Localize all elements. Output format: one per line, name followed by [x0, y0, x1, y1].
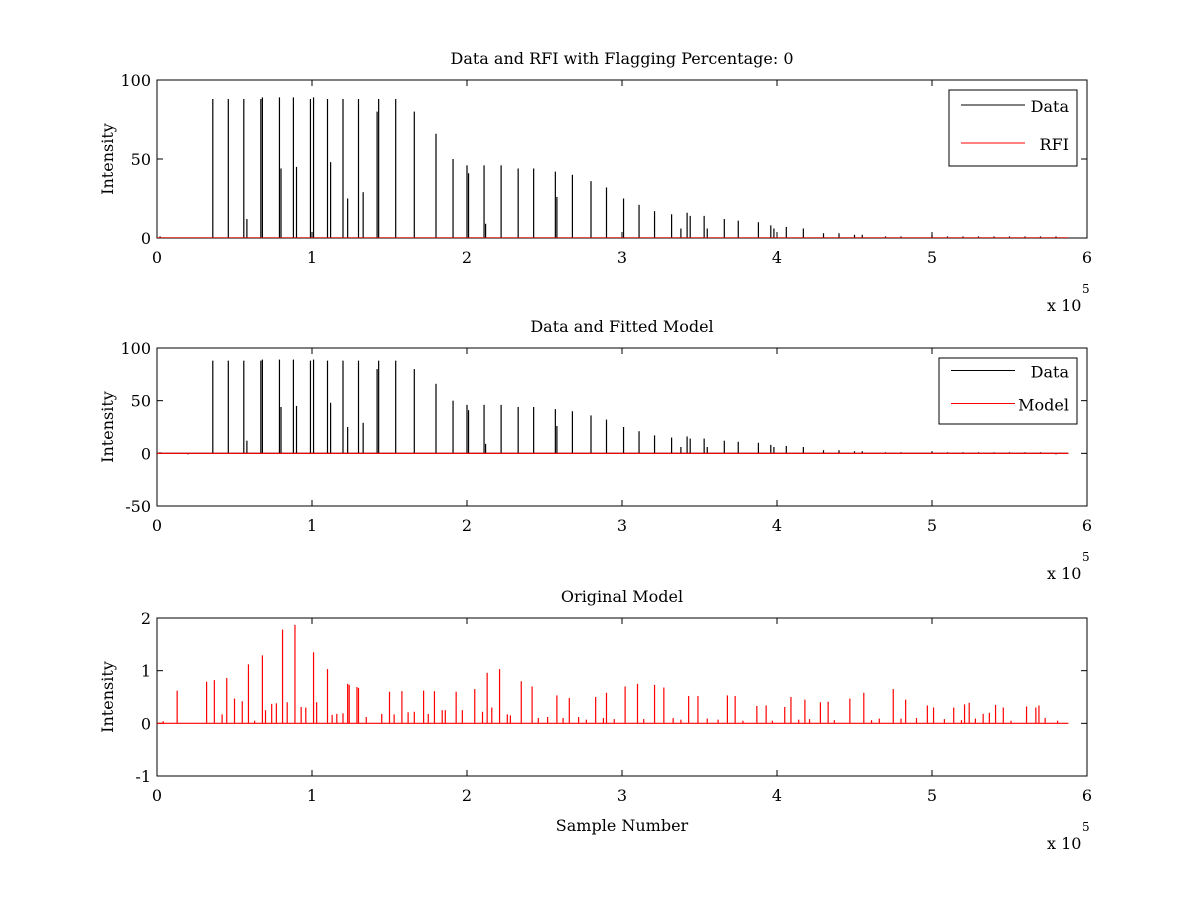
y-tick-label: -1: [135, 767, 151, 786]
x-multiplier-exponent: 5: [1082, 282, 1090, 296]
series-data: [159, 359, 1057, 455]
legend-label: RFI: [1040, 135, 1069, 154]
y-tick-label: 100: [120, 71, 151, 90]
x-tick-label: 2: [462, 786, 472, 805]
plot-area: [157, 359, 1069, 455]
legend: Data Model: [938, 357, 1078, 425]
series-data: [159, 97, 1057, 238]
axes-box: [156, 347, 1088, 507]
x-axis-label: Sample Number: [556, 816, 689, 835]
x-tick-label: 5: [927, 786, 937, 805]
subplot-title: Data and RFI with Flagging Percentage: 0: [450, 49, 793, 68]
x-tick-label: 3: [617, 786, 627, 805]
legend-box: [948, 89, 1078, 167]
x-multiplier: x 10: [1047, 834, 1081, 853]
x-tick-label: 3: [617, 516, 627, 535]
y-tick-label: -50: [125, 497, 151, 516]
x-tick-label: 4: [772, 248, 782, 267]
legend-label: Model: [1018, 396, 1069, 415]
x-tick-label: 6: [1082, 248, 1092, 267]
x-multiplier-exponent: 5: [1082, 550, 1090, 564]
x-multiplier: x 10: [1047, 564, 1081, 583]
subplot-title: Data and Fitted Model: [530, 317, 713, 336]
x-tick-label: 5: [927, 516, 937, 535]
y-tick-label: 0: [141, 444, 151, 463]
x-tick-label: 3: [617, 248, 627, 267]
legend-box: [938, 357, 1078, 425]
x-tick-label: 1: [307, 516, 317, 535]
x-tick-label: 0: [152, 516, 162, 535]
y-tick-label: 0: [141, 229, 151, 248]
x-tick-label: 5: [927, 248, 937, 267]
x-tick-label: 1: [307, 248, 317, 267]
x-tick-label: 4: [772, 516, 782, 535]
axes-box: [156, 79, 1088, 239]
y-tick-label: 0: [141, 714, 151, 733]
subplot-title: Original Model: [561, 587, 683, 606]
plot-area: [157, 97, 1069, 238]
x-tick-label: 0: [152, 248, 162, 267]
y-tick-label: 2: [141, 609, 151, 628]
y-tick-label: 100: [120, 339, 151, 358]
x-tick-label: 2: [462, 516, 472, 535]
plot-area: [157, 624, 1069, 724]
legend-label: Data: [1031, 97, 1070, 116]
x-tick-label: 6: [1082, 786, 1092, 805]
x-tick-label: 0: [152, 786, 162, 805]
y-axis-label: Intensity: [98, 391, 117, 463]
x-tick-label: 4: [772, 786, 782, 805]
legend-label: Data: [1031, 363, 1070, 382]
axes-box: [156, 617, 1088, 777]
legend: Data RFI: [948, 89, 1078, 167]
x-tick-label: 1: [307, 786, 317, 805]
y-axis-label: Intensity: [98, 661, 117, 733]
y-tick-label: 50: [131, 392, 151, 411]
x-multiplier-exponent: 5: [1082, 820, 1090, 834]
y-tick-label: 1: [141, 662, 151, 681]
x-tick-label: 2: [462, 248, 472, 267]
series-model: [162, 624, 1059, 724]
x-tick-label: 6: [1082, 516, 1092, 535]
y-axis-label: Intensity: [98, 123, 117, 195]
y-tick-label: 50: [131, 150, 151, 169]
x-multiplier: x 10: [1047, 296, 1081, 315]
